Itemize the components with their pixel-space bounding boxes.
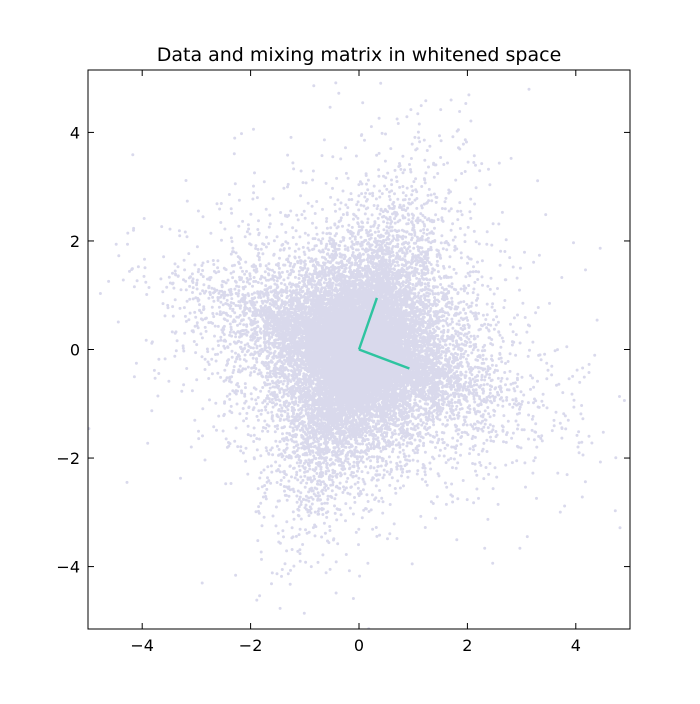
scatter-points — [88, 81, 626, 629]
y-tick-label: 4 — [70, 123, 80, 142]
x-tick-label: −4 — [130, 636, 154, 655]
chart-title: Data and mixing matrix in whitened space — [156, 44, 562, 66]
y-tick-label: 2 — [70, 232, 80, 251]
x-tick-label: 4 — [571, 636, 581, 655]
x-tick-label: 0 — [354, 636, 364, 655]
x-tick-label: −2 — [239, 636, 263, 655]
y-tick-label: −4 — [56, 558, 80, 577]
y-tick-label: 0 — [70, 341, 80, 360]
x-tick-label: 2 — [462, 636, 472, 655]
data-points — [88, 81, 626, 629]
x-axis: −4 −2 0 2 4 — [130, 70, 581, 655]
y-tick-label: −2 — [56, 449, 80, 468]
mixing-vector-1 — [357, 297, 379, 350]
mixing-vector-2 — [358, 348, 410, 370]
y-axis: −4 −2 0 2 4 — [56, 123, 630, 577]
mixing-vectors — [357, 297, 410, 370]
